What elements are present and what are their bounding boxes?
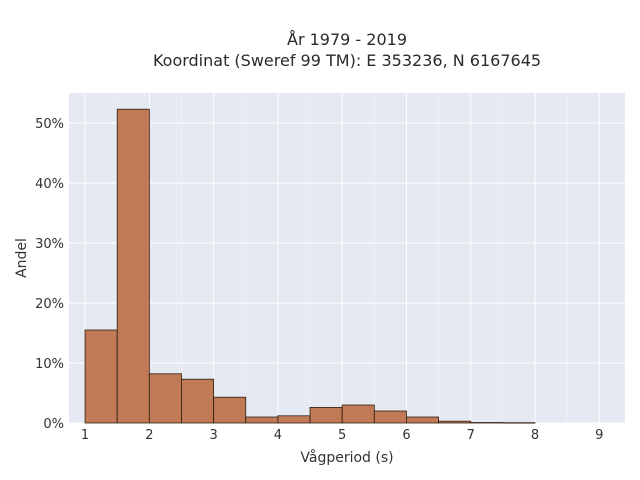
histogram-bar-2 [148, 373, 182, 424]
x-tick-label-1: 2 [145, 428, 153, 443]
x-tick-label-8: 9 [595, 428, 603, 443]
histogram-bar-8 [341, 404, 375, 424]
x-tick-label-6: 7 [467, 428, 475, 443]
y-tick-label-3: 30% [35, 237, 64, 252]
y-axis-ticks: 0% 10% 20% 30% 40% 50% [35, 117, 64, 432]
x-tick-label-0: 1 [81, 428, 89, 443]
x-tick-label-2: 3 [209, 428, 217, 443]
x-tick-label-5: 6 [402, 428, 410, 443]
y-tick-label-4: 40% [35, 177, 64, 192]
histogram-bar-7 [309, 406, 343, 424]
histogram-bar-3 [181, 378, 215, 424]
y-tick-label-0: 0% [43, 417, 64, 432]
plot-area [69, 93, 625, 423]
y-tick-label-2: 20% [35, 297, 64, 312]
histogram-bar-6 [277, 415, 311, 424]
x-tick-label-7: 8 [531, 428, 539, 443]
x-tick-label-3: 4 [274, 428, 282, 443]
x-axis-label: Vågperiod (s) [300, 449, 393, 466]
chart-title-line1: År 1979 - 2019 [287, 30, 407, 49]
x-axis-ticks: 1 2 3 4 5 6 7 8 9 [81, 428, 604, 443]
histogram-bar-1 [116, 108, 150, 424]
chart-title-line2: Koordinat (Sweref 99 TM): E 353236, N 61… [153, 51, 541, 70]
x-tick-label-4: 5 [338, 428, 346, 443]
histogram-bar-9 [373, 410, 407, 424]
y-tick-label-5: 50% [35, 117, 64, 132]
histogram-bars [84, 108, 536, 424]
histogram-bar-4 [213, 396, 247, 424]
histogram-bar-10 [406, 416, 439, 424]
histogram-bar-5 [245, 416, 279, 424]
y-axis-label: Andel [14, 238, 30, 278]
histogram-bar-0 [84, 329, 118, 424]
y-tick-label-1: 10% [35, 357, 64, 372]
histogram-bar-11 [438, 420, 472, 424]
